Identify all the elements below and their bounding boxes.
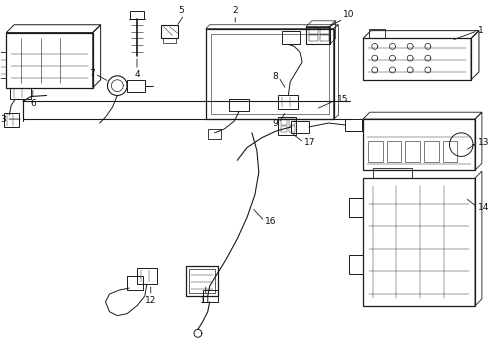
Text: 10: 10 (343, 10, 355, 19)
Text: 7: 7 (89, 69, 95, 78)
Text: 4: 4 (134, 70, 140, 79)
Text: 13: 13 (478, 138, 490, 147)
Text: 12: 12 (145, 296, 156, 305)
Text: 17: 17 (304, 138, 316, 147)
Text: 15: 15 (338, 95, 349, 104)
Text: 8: 8 (273, 72, 278, 81)
Text: 6: 6 (30, 99, 36, 108)
Text: 1: 1 (478, 26, 484, 35)
Text: 9: 9 (273, 118, 278, 127)
Text: 14: 14 (478, 203, 490, 212)
Text: 5: 5 (178, 6, 184, 15)
Text: 3: 3 (0, 114, 6, 123)
Text: 16: 16 (265, 217, 276, 226)
Text: 2: 2 (232, 6, 238, 15)
Text: 11: 11 (200, 296, 212, 305)
